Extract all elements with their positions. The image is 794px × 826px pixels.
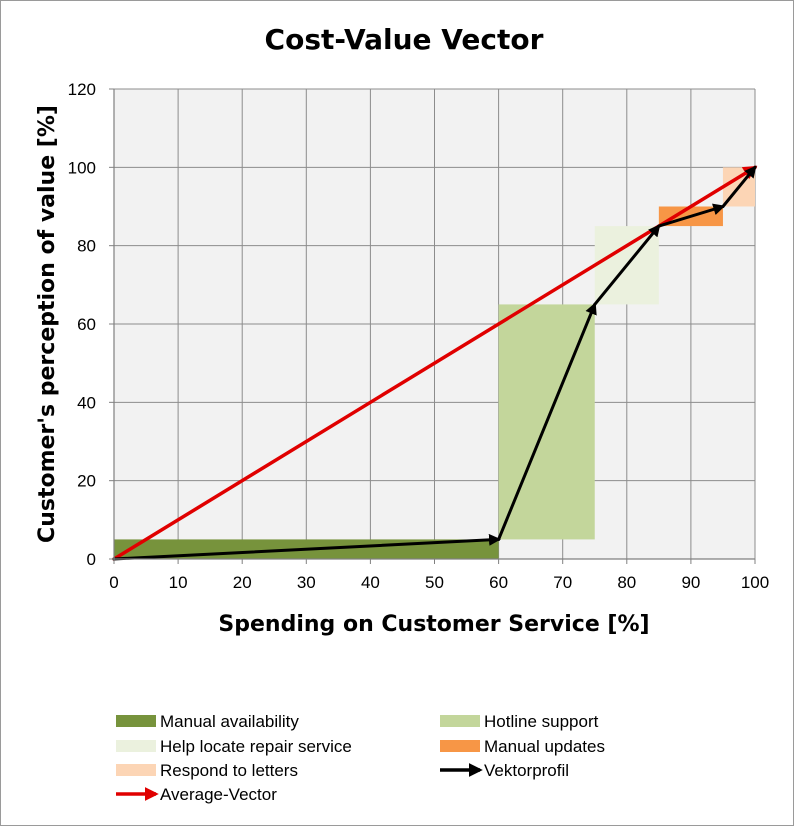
vektorprofil-segment-2 (497, 302, 597, 541)
x-tick-label-20: 20 (233, 573, 252, 592)
x-tick-label-30: 30 (297, 573, 316, 592)
legend-swatch-hotline-support (440, 715, 480, 727)
y-tick-label-40: 40 (77, 393, 96, 412)
x-tick-labels: 0 10 20 30 40 50 60 70 80 90 100 (109, 573, 769, 592)
legend-label-hotline-support: Hotline support (484, 712, 599, 731)
x-tick-label-60: 60 (489, 573, 508, 592)
y-axis-label: Customer's perception of value [%] (35, 105, 60, 543)
x-tick-label-50: 50 (425, 573, 444, 592)
y-tick-label-80: 80 (77, 237, 96, 256)
vektorprofil-segment-3 (593, 224, 661, 306)
y-tick-label-60: 60 (77, 315, 96, 334)
legend-label-average-vector: Average-Vector (160, 785, 277, 804)
x-tick-label-10: 10 (169, 573, 188, 592)
x-tick-label-80: 80 (617, 573, 636, 592)
legend-swatch-manual-updates (440, 740, 480, 752)
legend-label-vektorprofil: Vektorprofil (484, 761, 569, 780)
x-tick-label-90: 90 (681, 573, 700, 592)
vektorprofil-segment-1 (112, 533, 501, 561)
vektorprofil-segment-4 (657, 203, 726, 228)
legend-label-help-locate-repair-service: Help locate repair service (160, 737, 352, 756)
legend-label-manual-updates: Manual updates (484, 737, 605, 756)
legend-label-manual-availability: Manual availability (160, 712, 299, 731)
legend-swatch-respond-to-letters (116, 764, 156, 776)
y-tick-label-0: 0 (87, 550, 96, 569)
y-tick-label-120: 120 (68, 80, 96, 99)
x-tick-label-100: 100 (741, 573, 769, 592)
grid-lines (113, 88, 756, 560)
x-axis-label: Spending on Customer Service [%] (218, 612, 649, 637)
y-tick-label-100: 100 (68, 158, 96, 177)
legend-label-respond-to-letters: Respond to letters (160, 761, 298, 780)
legend: Manual availability Hotline support Help l… (116, 712, 605, 804)
legend-swatch-help-locate-repair-service (116, 740, 156, 752)
x-tick-label-0: 0 (109, 573, 118, 592)
axes (109, 88, 756, 564)
vektorprofil-segment-5 (721, 165, 757, 208)
legend-swatch-manual-availability (116, 715, 156, 727)
chart-title: Cost-Value Vector (265, 23, 544, 56)
x-tick-label-40: 40 (361, 573, 380, 592)
x-tick-label-70: 70 (553, 573, 572, 592)
vector-lines (112, 165, 758, 561)
y-tick-labels: 0 20 40 60 80 100 120 (68, 80, 96, 569)
y-tick-label-20: 20 (77, 472, 96, 491)
